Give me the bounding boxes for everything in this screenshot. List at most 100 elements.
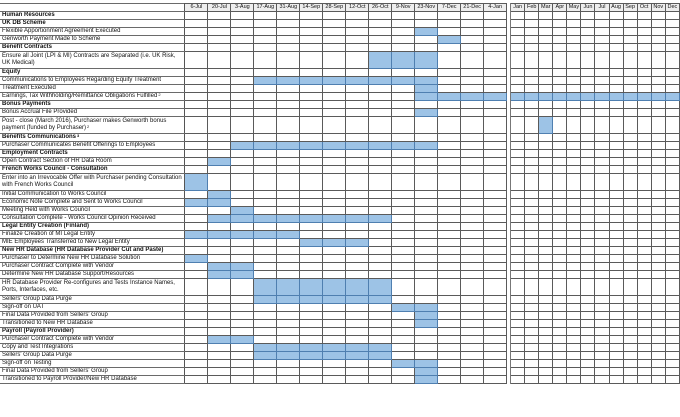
gantt-cell <box>299 100 324 109</box>
gantt-cell <box>345 230 370 239</box>
gantt-cell <box>276 327 301 336</box>
gantt-cell <box>650 278 666 296</box>
label-text: UK DB Scheme <box>2 20 46 27</box>
gantt-bar-cell <box>594 92 610 101</box>
gantt-bar-cell <box>253 214 278 223</box>
gantt-cell <box>322 157 347 166</box>
gantt-cell <box>524 351 540 360</box>
task-row: Flexible Apportionment Agreement Execute… <box>0 27 680 36</box>
task-label: Finalize Creation of MI Legal Entity <box>0 230 186 239</box>
gantt-cell <box>368 173 393 191</box>
gantt-cell <box>299 165 324 174</box>
gantt-cell <box>230 100 255 109</box>
gantt-cell <box>391 116 416 134</box>
gantt-cell <box>524 311 540 320</box>
gantt-bar-cell <box>414 108 439 117</box>
gantt-cell <box>538 206 554 215</box>
gantt-cell <box>566 190 582 199</box>
gantt-cell <box>460 278 485 296</box>
gantt-cell <box>276 173 301 191</box>
gantt-cell <box>483 295 508 304</box>
label-text: MIE Employees Transferred to New Legal E… <box>2 239 130 246</box>
task-row: Determine New HR Database Support/Resour… <box>0 270 680 279</box>
gantt-cell <box>580 359 596 368</box>
gantt-cell <box>184 27 209 36</box>
section-label: Employment Contracts <box>0 149 186 158</box>
gantt-cell <box>566 165 582 174</box>
gantt-cell <box>552 68 568 77</box>
task-label: Final Data Provided from Sellers' Group <box>0 367 186 376</box>
task-label: Sign-off on Testing <box>0 359 186 368</box>
gantt-cell <box>391 198 416 207</box>
gantt-cell <box>299 262 324 271</box>
gantt-cell <box>184 157 209 166</box>
gantt-cell <box>230 116 255 134</box>
gantt-cell <box>184 319 209 328</box>
gantt-cell <box>483 100 508 109</box>
gantt-cell <box>608 206 624 215</box>
gantt-cell <box>184 335 209 344</box>
task-label: Consultation Complete - Works Council Op… <box>0 214 186 223</box>
period-header: 12-Oct <box>345 3 370 12</box>
gantt-cell <box>538 190 554 199</box>
gantt-cell <box>510 343 526 352</box>
gantt-cell <box>650 51 666 69</box>
gantt-cell <box>437 278 462 296</box>
gantt-cell <box>253 311 278 320</box>
gantt-cell <box>391 222 416 231</box>
gantt-cell <box>566 84 582 93</box>
gantt-cell <box>345 198 370 207</box>
gantt-cell <box>437 351 462 360</box>
gantt-cell <box>437 303 462 312</box>
gantt-cell <box>608 68 624 77</box>
gantt-cell <box>345 206 370 215</box>
gantt-cell <box>636 141 652 150</box>
gantt-cell <box>230 238 255 247</box>
gantt-cell <box>650 206 666 215</box>
gantt-cell <box>524 76 540 85</box>
gantt-cell <box>608 359 624 368</box>
gantt-cell <box>622 11 638 20</box>
gantt-bar-cell <box>299 141 324 150</box>
gantt-cell <box>538 375 554 384</box>
gantt-cell <box>650 198 666 207</box>
gantt-cell <box>664 327 680 336</box>
footnote-marker: 3 <box>77 133 80 138</box>
gantt-cell <box>391 238 416 247</box>
gantt-cell <box>580 214 596 223</box>
gantt-cell <box>566 246 582 255</box>
gantt-cell <box>566 262 582 271</box>
month-header: Nov <box>650 3 666 12</box>
gantt-cell <box>538 133 554 142</box>
gantt-cell <box>538 43 554 52</box>
gantt-cell <box>322 246 347 255</box>
gantt-cell <box>345 108 370 117</box>
gantt-cell <box>414 190 439 199</box>
gantt-bar-cell <box>299 295 324 304</box>
gantt-cell <box>622 35 638 44</box>
gantt-cell <box>207 84 232 93</box>
gantt-cell <box>664 278 680 296</box>
gantt-cell <box>594 157 610 166</box>
gantt-bar-cell <box>414 92 439 101</box>
gantt-cell <box>510 238 526 247</box>
gantt-cell <box>391 11 416 20</box>
gantt-cell <box>437 214 462 223</box>
gantt-cell <box>437 335 462 344</box>
gantt-cell <box>276 319 301 328</box>
gantt-cell <box>483 11 508 20</box>
task-label: Sellers' Group Data Purge <box>0 351 186 360</box>
gantt-cell <box>460 270 485 279</box>
gantt-cell <box>322 92 347 101</box>
task-row: Transitioned to New HR Database <box>0 319 680 328</box>
gantt-cell <box>524 246 540 255</box>
gantt-cell <box>368 270 393 279</box>
gantt-cell <box>650 335 666 344</box>
gantt-cell <box>483 141 508 150</box>
gantt-cell <box>184 133 209 142</box>
gantt-cell <box>622 206 638 215</box>
period-header: 6-Jul <box>184 3 209 12</box>
gantt-cell <box>650 311 666 320</box>
gantt-cell <box>636 165 652 174</box>
task-label: Purchaser Communicates Benefit Offerings… <box>0 141 186 150</box>
